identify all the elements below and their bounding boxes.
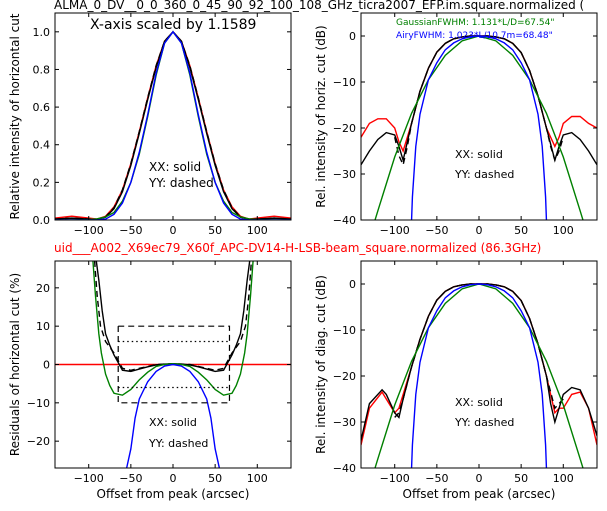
axes-frame [360, 12, 598, 221]
y-tick-label: −40 [333, 214, 356, 227]
y-tick-label: 0 [349, 278, 356, 291]
x-tick-label: 50 [208, 472, 222, 485]
annotation-text: XX: solid [149, 160, 201, 174]
series-group [55, 30, 291, 220]
y-tick-label: 0.0 [33, 214, 51, 227]
x-tick-label: 50 [514, 224, 528, 237]
x-tick-label: 50 [514, 472, 528, 485]
y-axis-label: Residuals of horizontal cut (%) [8, 273, 22, 456]
y-tick-label: −10 [333, 324, 356, 337]
y-tick-label: 0.4 [33, 139, 51, 152]
x-axis-label: Offset from peak (arcsec) [403, 487, 556, 501]
annotation-text: X-axis scaled by 1.1589 [90, 17, 256, 33]
guide-line-dashed [117, 325, 231, 404]
annotation-text: XX: solid [149, 416, 197, 429]
y-tick-label: 0 [43, 359, 50, 372]
x-tick-label: 100 [247, 224, 268, 237]
x-tick-label: 0 [170, 472, 177, 485]
x-tick-label: −50 [119, 472, 142, 485]
y-axis-label: Rel. intensity of diag. cut (dB) [314, 275, 328, 454]
figure-title-top: ALMA_0_DV__0_0_360_0_45_90_92_100_108_GH… [54, 0, 584, 12]
series-line-red-solid [55, 30, 291, 220]
series-line-black-solid [55, 30, 291, 220]
x-tick-label: 0 [476, 224, 483, 237]
x-tick-label: −50 [119, 224, 142, 237]
series-line-blue-solid [55, 30, 291, 220]
axes-frame [360, 260, 598, 469]
series-group [55, 261, 291, 468]
x-tick-label: −100 [380, 224, 410, 237]
x-tick-label: −100 [380, 472, 410, 485]
y-tick-label: 0.8 [33, 63, 51, 76]
x-tick-label: −100 [74, 472, 104, 485]
series-line-green-solid [92, 261, 254, 396]
annotation-text: YY: dashed [148, 437, 208, 450]
series-line-red-solid [361, 35, 597, 153]
y-tick-label: −20 [27, 435, 50, 448]
series-group [361, 35, 597, 220]
series-line-green-solid [374, 35, 584, 220]
y-axis-label: Relative intensity of horizontal cut [8, 13, 22, 219]
annotation-text: YY: dashed [454, 168, 514, 181]
y-tick-label: 10 [36, 320, 50, 333]
x-axis-label: Offset from peak (arcsec) [97, 487, 250, 501]
annotation-text: XX: solid [455, 148, 503, 161]
x-tick-label: −50 [425, 472, 448, 485]
figure-title-middle: uid___A002_X69ec79_X60f_APC-DV14-H-LSB-b… [54, 241, 541, 255]
series-group [361, 283, 597, 468]
chart-panel-top-left: −100 −50 0 50 100 0.0 0.2 0.4 0.6 0.8 1.0 Relative … [8, 12, 292, 237]
y-tick-label: −10 [27, 397, 50, 410]
y-axis-label: Rel. intensity of horiz. cut (dB) [314, 25, 328, 207]
y-tick-label: 0.2 [33, 176, 51, 189]
x-tick-label: 0 [170, 224, 177, 237]
y-tick-label: 0 [349, 30, 356, 43]
annotation-text: GaussianFWHM: 1.131*L/D=67.54" [396, 18, 554, 28]
x-tick-label: 50 [208, 224, 222, 237]
y-tick-label: −30 [333, 168, 356, 181]
y-tick-label: −20 [333, 370, 356, 383]
series-line-blue-solid [410, 283, 548, 468]
annotation-text: XX: solid [455, 396, 503, 409]
x-tick-label: 100 [553, 472, 574, 485]
y-tick-label: −40 [333, 462, 356, 475]
x-tick-label: 100 [247, 472, 268, 485]
annotation-text: YY: dashed [148, 176, 214, 190]
y-tick-label: −10 [333, 76, 356, 89]
x-tick-label: 0 [476, 472, 483, 485]
y-tick-label: 20 [36, 282, 50, 295]
series-line-black-dashed [55, 30, 291, 220]
y-tick-label: −20 [333, 122, 356, 135]
series-line-black-solid [95, 261, 251, 373]
series-line-blue-solid [410, 35, 548, 220]
series-line-black-dashed [394, 35, 564, 167]
y-tick-label: 1.0 [33, 26, 51, 39]
y-tick-label: 0.6 [33, 101, 51, 114]
annotation-text: YY: dashed [454, 416, 514, 429]
y-tick-label: −30 [333, 416, 356, 429]
series-line-blue-solid [125, 363, 221, 468]
x-tick-label: −50 [425, 224, 448, 237]
x-tick-label: 100 [553, 224, 574, 237]
series-line-green-solid [374, 283, 584, 468]
series-line-green-solid [55, 30, 291, 220]
series-line-black-solid [361, 35, 597, 166]
x-tick-label: −100 [74, 224, 104, 237]
series-line-black-dashed [93, 261, 253, 371]
annotation-text: AiryFWHM: 1.023*L/10.7m=68.48" [396, 31, 553, 41]
